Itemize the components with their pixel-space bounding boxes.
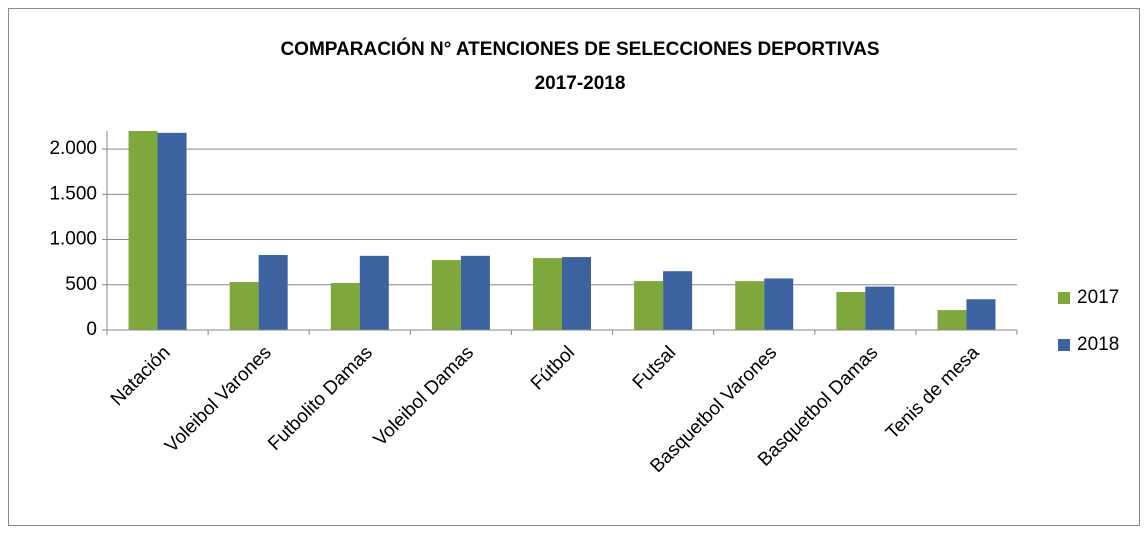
legend-label: 2017 <box>1077 287 1119 308</box>
bar <box>735 281 765 330</box>
bar <box>460 255 490 330</box>
chart-title: COMPARACIÓN N° ATENCIONES DE SELECCIONES… <box>280 38 879 60</box>
y-tick-label: 1.000 <box>49 229 97 250</box>
bar <box>128 131 158 330</box>
bar <box>937 310 967 330</box>
bar <box>562 257 591 330</box>
y-tick-label: 2.000 <box>49 138 97 159</box>
legend-label: 2018 <box>1077 334 1119 355</box>
bar <box>229 282 259 330</box>
bar <box>966 299 996 330</box>
bar <box>865 286 895 330</box>
legend-swatch <box>1058 292 1070 304</box>
bar <box>764 278 794 330</box>
bar <box>359 255 389 330</box>
bar <box>533 258 562 330</box>
bar <box>836 292 866 330</box>
bar <box>663 271 693 330</box>
bar <box>431 260 461 330</box>
bar <box>634 281 664 330</box>
y-tick-label: 1.500 <box>49 183 97 204</box>
y-tick-label: 0 <box>86 319 97 340</box>
y-tick-label: 500 <box>65 274 97 295</box>
chart-subtitle: 2017-2018 <box>535 73 626 94</box>
bar <box>330 282 360 330</box>
legend-swatch <box>1058 339 1070 351</box>
bar <box>157 132 187 330</box>
bar <box>258 255 288 330</box>
